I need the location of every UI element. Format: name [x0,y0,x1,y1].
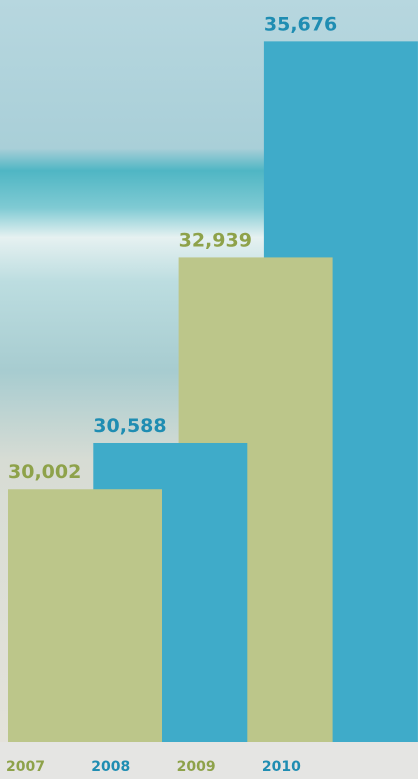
value-label: 30,588 [93,415,166,437]
value-label: 32,939 [179,229,252,251]
chart: 30,002 2007 30,588 2008 32,939 2009 35,676 2010 [0,0,418,779]
x-tick-label: 2007 [6,759,45,775]
value-label: 30,002 [8,461,81,483]
x-tick-label: 2010 [262,759,301,775]
x-tick-label: 2008 [91,759,130,775]
x-tick-label: 2009 [177,759,216,775]
value-label: 35,676 [264,13,337,35]
bar [8,489,162,742]
